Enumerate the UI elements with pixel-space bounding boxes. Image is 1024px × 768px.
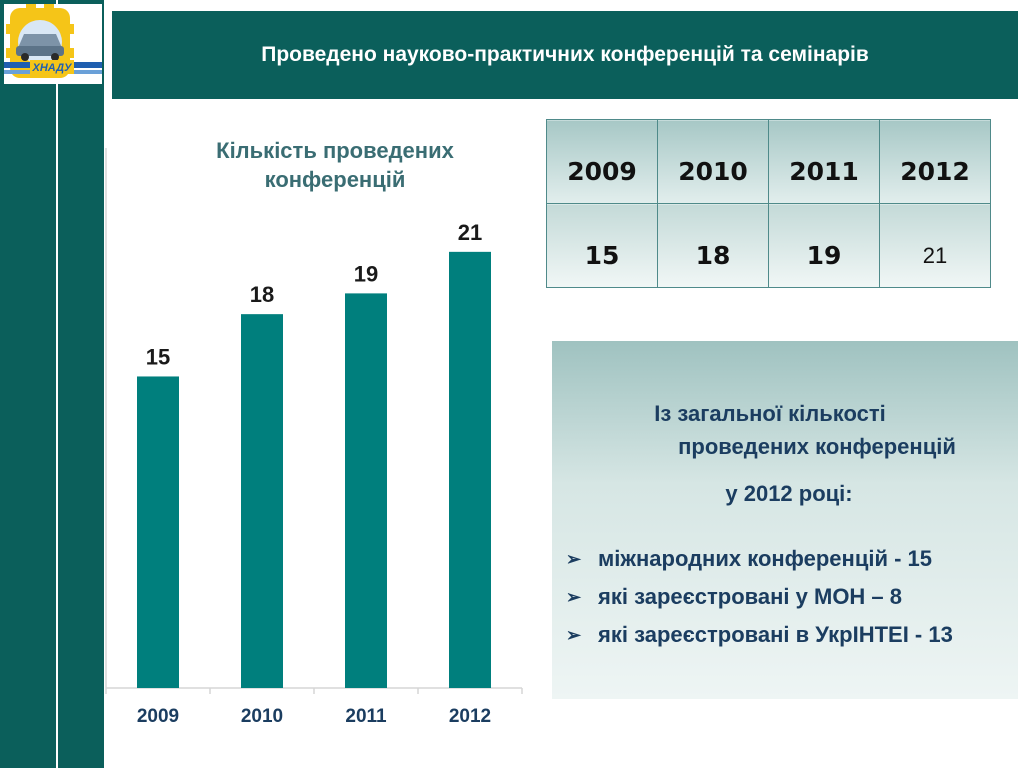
page-title: Проведено науково-практичних конференцій… [112,11,1018,99]
chart-bar-2012 [449,251,491,688]
table-cell-count: 18 [657,203,769,288]
bar-chart: 15 18 19 21 2009 2010 2011 2012 [105,148,523,727]
sidebar-divider [56,0,58,768]
list-item: ➢ які зареєстровані в УкрІНТЕІ - 13 [564,622,1014,648]
chart-bar-2010 [241,314,283,688]
list-item: ➢ міжнародних конференцій - 15 [564,546,1014,572]
chart-data-label: 19 [354,261,378,286]
chart-category-label: 2012 [449,706,491,727]
khadu-logo-icon: ХНАДУ [4,4,102,78]
chart-data-label: 21 [458,220,482,245]
info-list: ➢ міжнародних конференцій - 15 ➢ які зареє… [564,546,1014,660]
chart-title-line-1: Кількість проведених [216,138,454,163]
left-sidebar: ХНАДУ [0,0,106,768]
info-heading-line-3: у 2012 році: [725,481,853,506]
info-heading-line-1: Із загальної кількості [654,401,886,426]
table-cell-count: 19 [768,203,880,288]
chart-bar-2009 [137,376,179,688]
list-item-text: які зареєстровані у МОН – 8 [598,584,903,609]
chart-title-line-2: конференцій [264,167,406,192]
chart-category-label: 2011 [345,706,387,727]
arrow-bullet-icon: ➢ [566,625,582,645]
info-box: Із загальної кількості проведених конфер… [552,341,1018,699]
sidebar-edge [104,0,106,768]
summary-table: 2009 2010 2011 2012 15 18 19 21 [546,119,991,288]
chart-bar-2011 [345,293,387,688]
table-cell-year: 2010 [657,119,769,204]
table-cell-year: 2012 [879,119,991,204]
table-cell-count: 21 [879,203,991,288]
chart-category-label: 2009 [137,706,179,727]
table-cell-count: 15 [546,203,658,288]
info-heading-line-2: проведених конференцій [678,434,956,459]
table-row-counts: 15 18 19 21 [546,203,991,288]
arrow-bullet-icon: ➢ [566,587,582,607]
logo: ХНАДУ [4,4,102,84]
list-item: ➢ які зареєстровані у МОН – 8 [564,584,1014,610]
table-cell-year: 2011 [768,119,880,204]
table-cell-year: 2009 [546,119,658,204]
logo-text: ХНАДУ [31,62,73,74]
chart-data-label: 18 [250,282,274,307]
table-row-years: 2009 2010 2011 2012 [546,119,991,204]
chart-data-label: 15 [146,344,170,369]
arrow-bullet-icon: ➢ [566,549,582,569]
chart-title: Кількість проведених конференцій [140,136,530,194]
chart-category-label: 2010 [241,706,283,727]
list-item-text: міжнародних конференцій - 15 [598,546,933,571]
info-heading: Із загальної кількості проведених конфер… [552,397,1018,510]
list-item-text: які зареєстровані в УкрІНТЕІ - 13 [598,622,953,647]
